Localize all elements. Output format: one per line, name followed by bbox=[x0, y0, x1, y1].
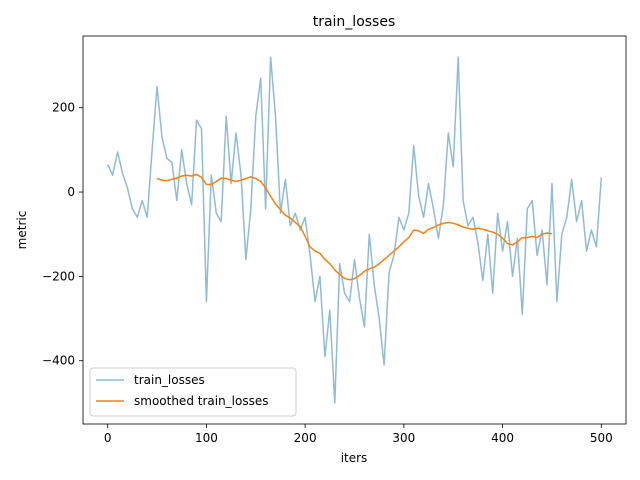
y-tick-label: 0 bbox=[67, 185, 75, 199]
series-line-smoothed-train-losses bbox=[156, 173, 553, 281]
x-tick-label: 500 bbox=[590, 431, 613, 445]
plot-frame bbox=[82, 35, 627, 425]
legend-label-train-losses: train_losses bbox=[134, 373, 205, 387]
y-tick-label: 200 bbox=[52, 101, 75, 115]
series-line-train-losses bbox=[107, 56, 603, 404]
series-layer bbox=[107, 56, 603, 404]
x-tick-label: 400 bbox=[491, 431, 514, 445]
chart-title: train_losses bbox=[313, 14, 396, 30]
y-axis-label: metric bbox=[15, 211, 29, 250]
x-tick-label: 200 bbox=[294, 431, 317, 445]
y-tick-label: −200 bbox=[42, 269, 75, 283]
legend: train_losses smoothed train_losses bbox=[89, 367, 297, 417]
y-tick-label: −400 bbox=[42, 354, 75, 368]
legend-label-smoothed-train-losses: smoothed train_losses bbox=[134, 394, 269, 408]
x-axis-label: iters bbox=[341, 451, 368, 465]
legend-box bbox=[89, 367, 297, 417]
ticks-layer: 0 100 200 300 400 500 −400 −200 0 200 bbox=[42, 101, 613, 445]
x-tick-label: 300 bbox=[392, 431, 415, 445]
x-tick-label: 0 bbox=[104, 431, 112, 445]
x-tick-label: 100 bbox=[195, 431, 218, 445]
